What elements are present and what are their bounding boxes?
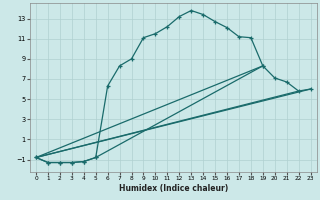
X-axis label: Humidex (Indice chaleur): Humidex (Indice chaleur) [119, 184, 228, 193]
